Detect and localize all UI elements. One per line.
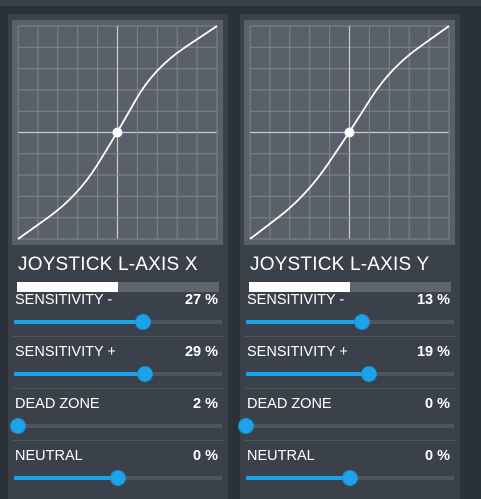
setting-row-sensitivity-plus: SENSITIVITY + 19 %: [240, 336, 460, 388]
setting-value: 0 %: [425, 448, 450, 464]
setting-value: 0 %: [193, 448, 218, 464]
setting-value: 29 %: [184, 344, 218, 360]
setting-value: 13 %: [416, 292, 450, 308]
setting-label: SENSITIVITY +: [15, 344, 116, 360]
setting-row-neutral: NEUTRAL 0 %: [8, 440, 228, 492]
neutral-slider[interactable]: [14, 471, 222, 485]
setting-row-dead-zone: DEAD ZONE 0 %: [239, 388, 460, 440]
center-point: [112, 127, 123, 138]
sensitivity-minus-slider[interactable]: [246, 315, 454, 329]
sensitivity-plus-slider[interactable]: [14, 367, 222, 381]
setting-label: NEUTRAL: [15, 448, 83, 464]
response-curve-line: [17, 25, 218, 240]
slider-thumb[interactable]: [343, 471, 357, 485]
axis-input-level-bar: [17, 282, 219, 292]
divider: [12, 388, 224, 389]
setting-row-sensitivity-minus: SENSITIVITY - 27 %: [8, 284, 228, 336]
divider: [244, 388, 456, 389]
setting-row-sensitivity-plus: SENSITIVITY + 29 %: [8, 336, 228, 388]
slider-thumb[interactable]: [355, 315, 370, 329]
setting-label: DEAD ZONE: [15, 396, 100, 412]
slider-thumb[interactable]: [239, 419, 253, 433]
response-curve-svg: [17, 25, 218, 240]
slider-thumb[interactable]: [138, 367, 153, 381]
slider-thumb[interactable]: [11, 419, 26, 433]
axis-panel-y: JOYSTICK L-AXIS Y SENSITIVITY - 13 % SEN…: [239, 14, 460, 499]
setting-value: 19 %: [416, 344, 450, 360]
setting-row-dead-zone: DEAD ZONE 2 %: [8, 388, 228, 440]
setting-row-neutral: NEUTRAL 0 %: [240, 440, 460, 492]
sensitivity-plus-slider[interactable]: [246, 367, 454, 381]
axis-panel-x: JOYSTICK L-AXIS X SENSITIVITY - 27 % SEN…: [8, 14, 228, 499]
slider-thumb[interactable]: [361, 367, 376, 381]
response-curve-graph: [244, 20, 455, 245]
neutral-slider[interactable]: [246, 471, 454, 485]
dead-zone-slider[interactable]: [11, 419, 222, 433]
setting-label: SENSITIVITY -: [15, 292, 113, 308]
divider: [12, 440, 224, 441]
sensitivity-minus-slider[interactable]: [14, 315, 222, 329]
axis-input-level-bar: [249, 282, 451, 292]
response-curve-graph: [12, 20, 223, 245]
slider-thumb[interactable]: [135, 315, 150, 329]
setting-label: NEUTRAL: [247, 448, 315, 464]
setting-row-sensitivity-minus: SENSITIVITY - 13 %: [240, 284, 460, 336]
divider: [12, 336, 224, 337]
axis-title: JOYSTICK L-AXIS X: [18, 254, 198, 275]
setting-value: 27 %: [184, 292, 218, 308]
setting-label: SENSITIVITY -: [247, 292, 345, 308]
axis-title: JOYSTICK L-AXIS Y: [250, 254, 430, 275]
divider: [244, 440, 456, 441]
dead-zone-slider[interactable]: [239, 419, 454, 433]
top-bar: [0, 0, 481, 6]
response-curve-line: [249, 25, 450, 240]
setting-value: 2 %: [193, 396, 218, 412]
divider: [244, 336, 456, 337]
setting-label: SENSITIVITY +: [247, 344, 348, 360]
response-curve-svg: [249, 25, 450, 240]
center-point: [344, 127, 355, 138]
slider-thumb[interactable]: [111, 471, 125, 485]
setting-label: DEAD ZONE: [247, 396, 332, 412]
setting-value: 0 %: [425, 396, 450, 412]
